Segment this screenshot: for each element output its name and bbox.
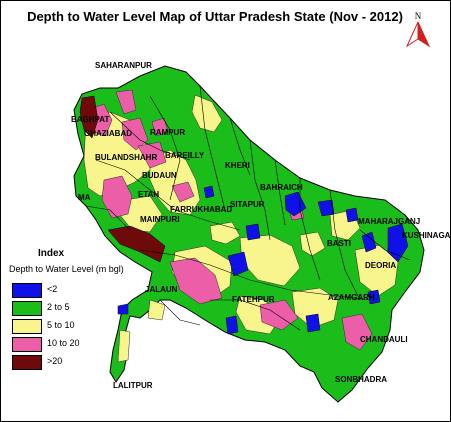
label-kushinagar: KUSHINAGAR <box>402 231 451 240</box>
label-sonbhadra: SONBHADRA <box>335 375 387 384</box>
label-maharajganj: MAHARAJGANJ <box>358 217 420 226</box>
zone-10-to-20 <box>87 89 373 351</box>
label-sitapur: SITAPUR <box>230 200 265 209</box>
label-etah: ETAH <box>138 190 159 199</box>
label-bareilly: BAREILLY <box>165 151 205 160</box>
label-basti: BASTI <box>327 239 351 248</box>
label-lalitpur: LALITPUR <box>113 381 153 390</box>
label-ghaziabad: GHAZIABAD <box>84 129 132 138</box>
zone-less-than-2 <box>117 185 409 335</box>
district-labels: SAHARANPUR BAGHPAT GHAZIABAD RAMPUR BULA… <box>71 61 451 390</box>
legend-item-lt-2: <2 <box>12 283 142 298</box>
label-mainpuri: MAINPURI <box>140 215 180 224</box>
label-saharanpur: SAHARANPUR <box>95 61 152 70</box>
legend-item-gt-20: >20 <box>12 355 142 370</box>
legend-swatch-10-to-20 <box>12 337 42 352</box>
legend-swatch-2-to-5 <box>12 301 42 316</box>
legend-title: Index <box>38 248 65 259</box>
north-label: N <box>415 11 422 21</box>
legend-item-5-to-10: 5 to 10 <box>12 319 142 334</box>
north-arrow: N <box>403 10 433 50</box>
label-deoria: DEORIA <box>365 261 396 270</box>
label-budaun: BUDAUN <box>142 171 177 180</box>
label-ma: MA <box>78 193 91 202</box>
label-bahraich: BAHRAICH <box>260 183 303 192</box>
label-kheri: KHERI <box>225 161 250 170</box>
legend-item-10-to-20: 10 to 20 <box>12 337 142 352</box>
label-jalaun: JALAUN <box>145 285 178 294</box>
legend-swatch-5-to-10 <box>12 319 42 334</box>
legend-label-5-to-10: 5 to 10 <box>47 320 75 330</box>
label-fatehpur: FATEHPUR <box>232 295 275 304</box>
legend-label-lt-2: <2 <box>47 284 58 294</box>
label-chandauli: CHANDAULI <box>360 335 408 344</box>
legend-label-10-to-20: 10 to 20 <box>47 338 80 348</box>
label-rampur: RAMPUR <box>150 128 185 137</box>
legend-swatch-gt-20 <box>12 355 42 370</box>
legend-label-2-to-5: 2 to 5 <box>47 302 70 312</box>
legend-item-2-to-5: 2 to 5 <box>12 301 142 316</box>
label-farrukhabad: FARRUKHABAD <box>170 205 232 214</box>
legend-label-gt-20: >20 <box>47 356 63 366</box>
map-title: Depth to Water Level Map of Uttar Prades… <box>27 9 403 24</box>
zone-greater-than-20 <box>79 95 166 263</box>
legend-subtitle: Depth to Water Level (m bgl) <box>9 264 124 274</box>
label-azamgarh: AZAMGARH <box>328 293 375 302</box>
label-baghpat: BAGHPAT <box>71 115 109 124</box>
north-arrow-icon: N <box>405 11 431 48</box>
legend-swatch-lt-2 <box>12 283 42 298</box>
label-bulandshahr: BULANDSHAHR <box>95 153 157 162</box>
district-boundaries <box>85 85 411 331</box>
